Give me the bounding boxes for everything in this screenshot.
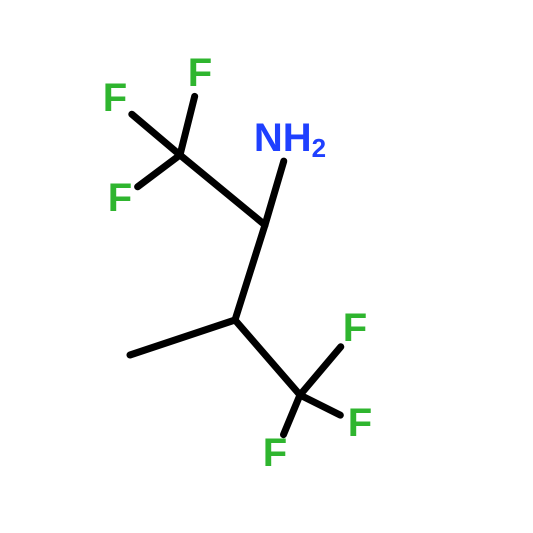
bond: [283, 395, 300, 435]
atom-F6: F: [263, 431, 287, 475]
bond: [132, 114, 180, 155]
bond: [130, 320, 235, 355]
atom-F2: F: [103, 76, 127, 120]
bond: [265, 161, 284, 225]
atom-F4: F: [343, 306, 367, 350]
bond: [138, 155, 180, 187]
atom-N: NH2: [254, 116, 326, 163]
molecule-canvas: NH2 F F F F F F: [0, 0, 533, 533]
bond: [180, 155, 265, 225]
atom-F5: F: [348, 401, 372, 445]
bond: [300, 395, 340, 415]
bond: [235, 225, 265, 320]
atom-F3: F: [108, 176, 132, 220]
atom-F1: F: [188, 51, 212, 95]
bond: [300, 347, 341, 395]
bond: [180, 96, 195, 155]
bond: [235, 320, 300, 395]
